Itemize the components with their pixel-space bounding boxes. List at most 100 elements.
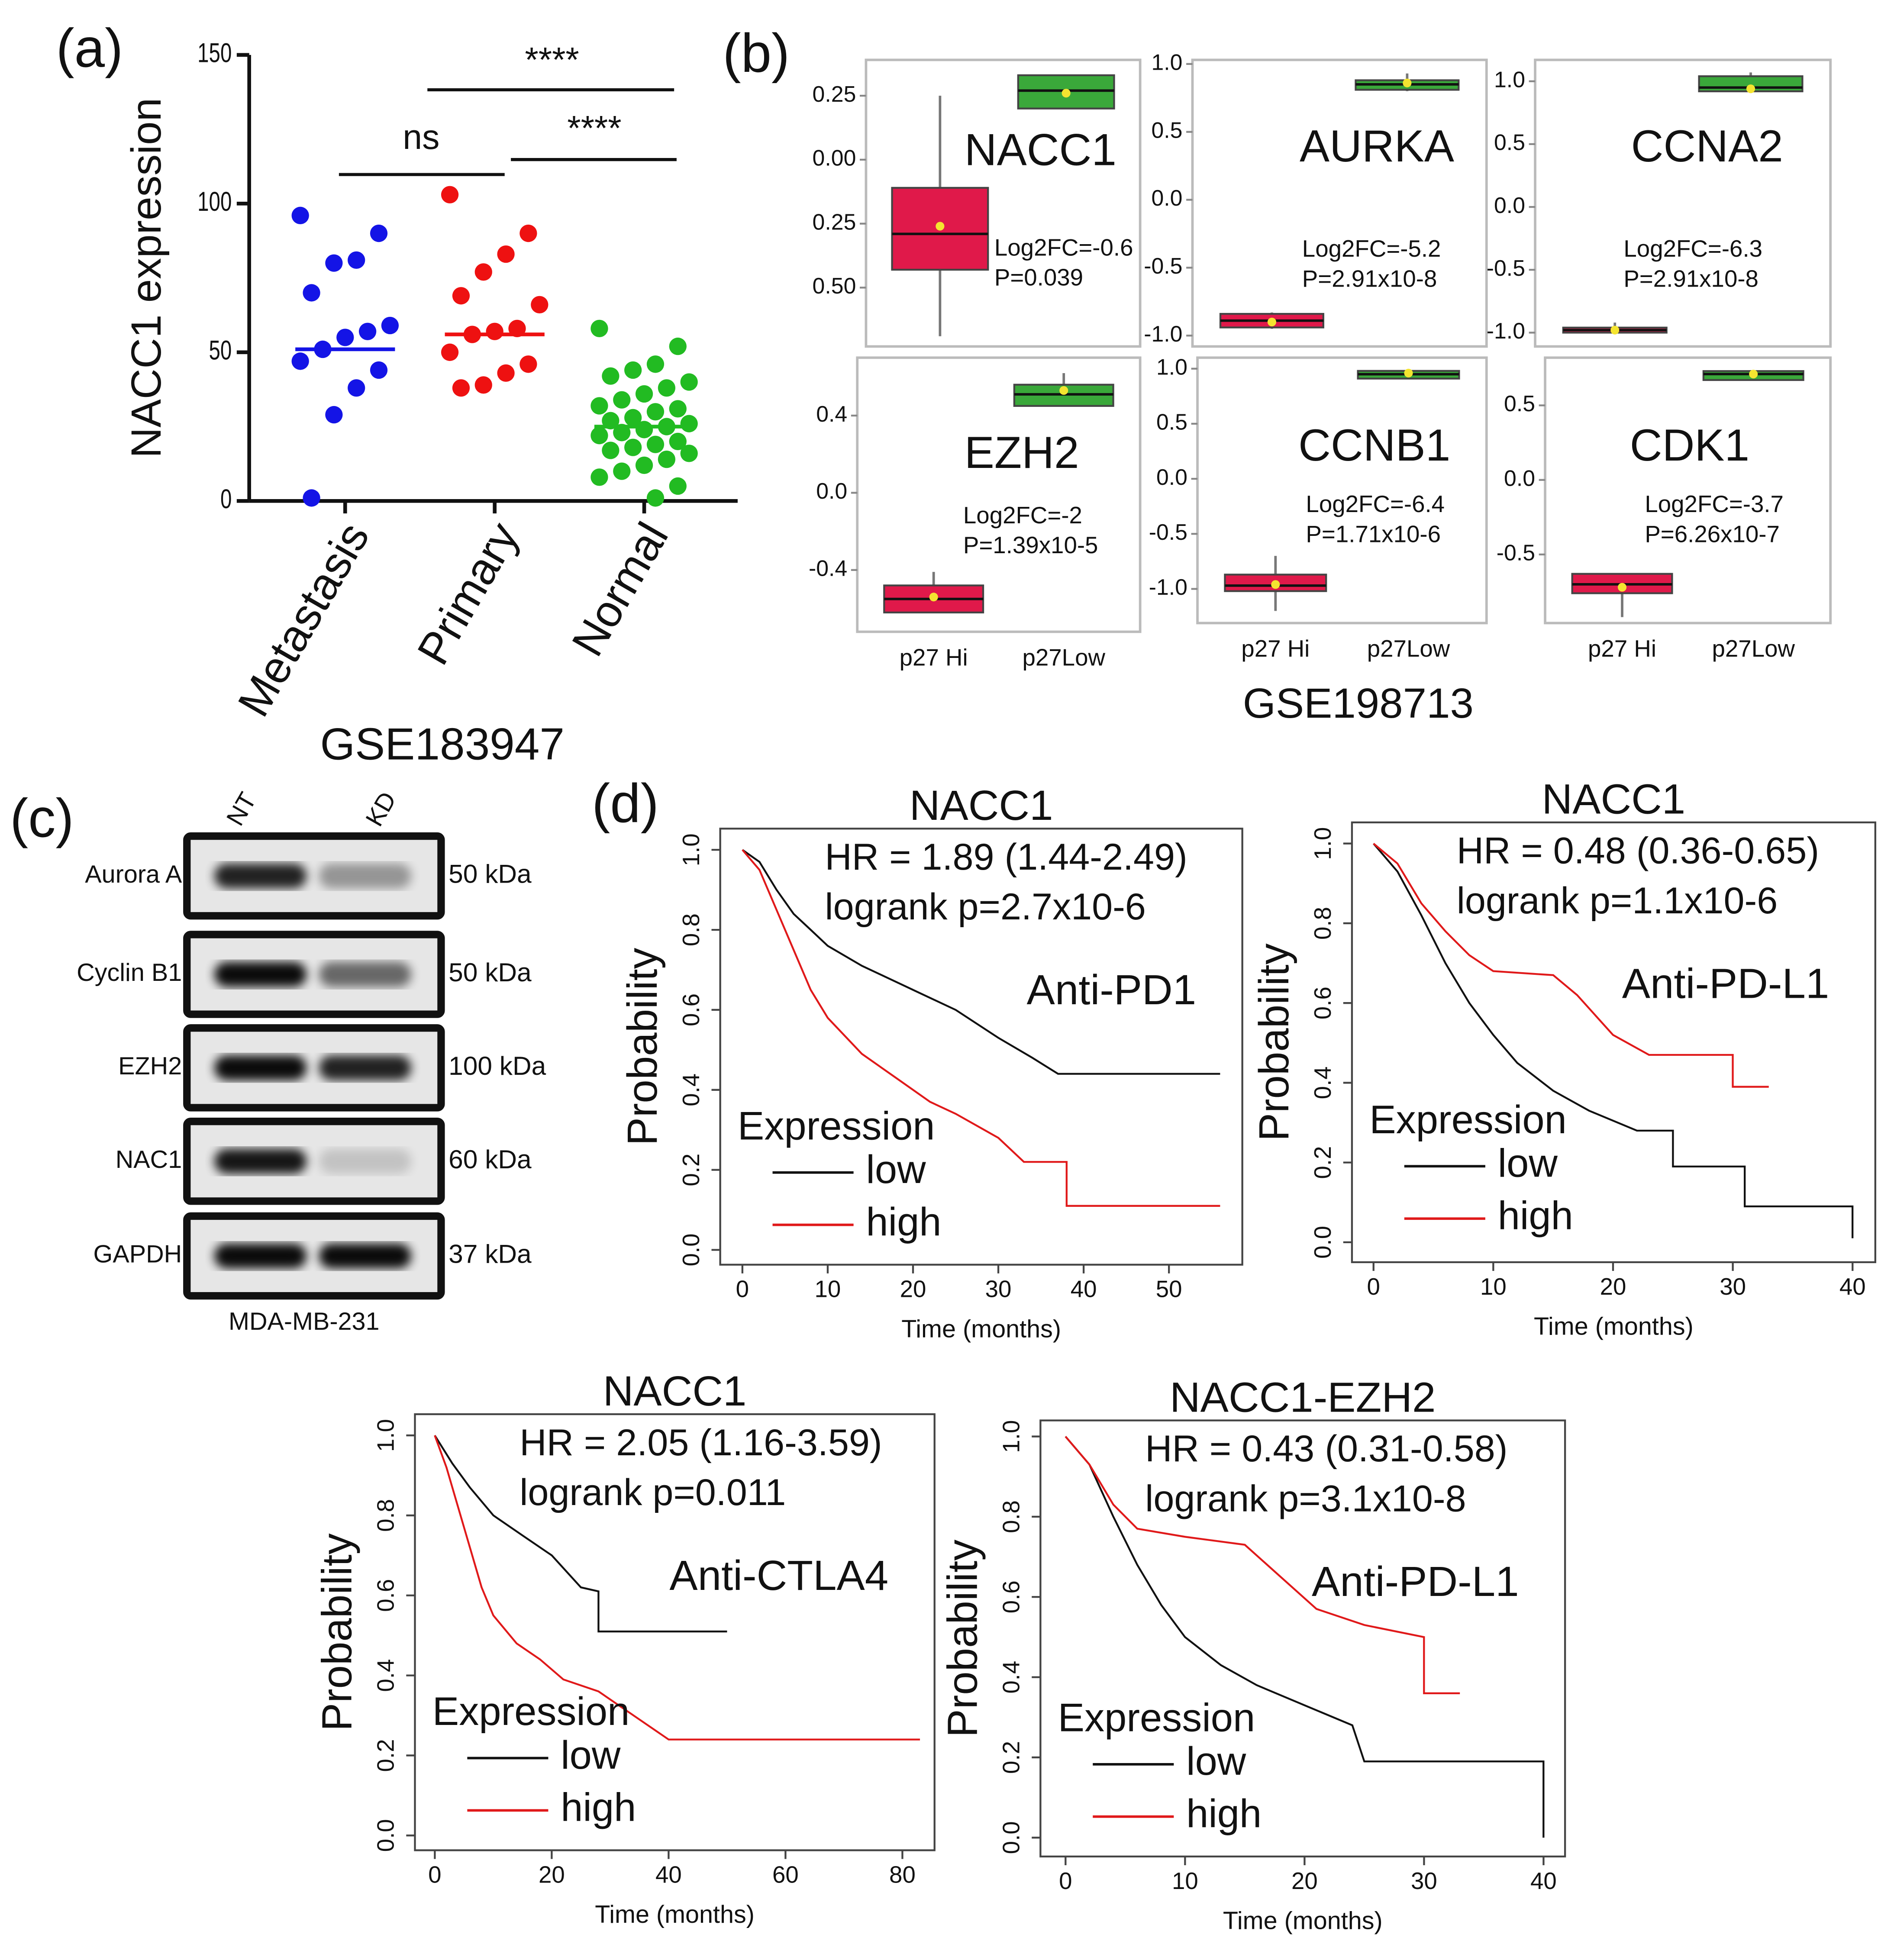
y-tick-label: 0.4 xyxy=(997,1661,1024,1694)
data-point xyxy=(646,489,665,507)
x-tick-label: 20 xyxy=(900,1276,926,1302)
y-tick-label: 0.2 xyxy=(372,1739,399,1772)
x-tick-label: 40 xyxy=(1071,1276,1097,1302)
y-tick-label: 0.6 xyxy=(997,1580,1024,1613)
logrank-annotation: logrank p=2.7x10-6 xyxy=(825,886,1146,928)
data-point xyxy=(531,296,549,314)
x-tick-label: 10 xyxy=(1480,1273,1507,1300)
data-point xyxy=(381,316,399,335)
blot-frame xyxy=(183,931,445,1018)
y-tick-label: 150 xyxy=(197,37,232,68)
data-point xyxy=(590,319,608,338)
y-tick-label: 0.0 xyxy=(1504,465,1535,490)
data-point xyxy=(497,245,515,263)
data-point xyxy=(348,379,365,397)
band xyxy=(214,863,307,889)
y-tick-label: 0.5 xyxy=(1494,130,1525,155)
band xyxy=(319,863,411,889)
data-point xyxy=(519,355,537,373)
data-point xyxy=(441,186,459,203)
mean-point xyxy=(1062,89,1071,98)
data-point xyxy=(358,322,377,340)
legend-label: high xyxy=(561,1785,636,1830)
chart-title: NACC1 xyxy=(910,781,1053,829)
y-tick-label: 0.4 xyxy=(372,1659,399,1692)
y-tick-label: -0.5 xyxy=(1487,255,1525,280)
data-point xyxy=(646,403,665,421)
band xyxy=(319,1055,411,1080)
band xyxy=(319,962,411,987)
y-axis-label: NACC1 expression xyxy=(122,98,170,458)
y-tick-label: 0.8 xyxy=(1309,907,1336,940)
y-tick-label: -0.5 xyxy=(1144,253,1182,278)
mean-point xyxy=(1610,326,1620,335)
blot-frame xyxy=(183,832,445,920)
logrank-annotation: logrank p=3.1x10-8 xyxy=(1145,1478,1466,1519)
gene-title: CCNB1 xyxy=(1298,420,1450,470)
gene-title: EZH2 xyxy=(965,427,1079,477)
y-tick-label: -0.5 xyxy=(1497,540,1535,565)
y-tick-label: -0.4 xyxy=(809,556,847,581)
stat-annotation: P=1.71x10-6 xyxy=(1306,520,1441,547)
mean-point xyxy=(1271,580,1280,589)
x-tick-label: 30 xyxy=(1720,1273,1746,1300)
legend-label: low xyxy=(561,1733,621,1777)
chart-title: NACC1 xyxy=(603,1367,747,1415)
x-tick-label: 20 xyxy=(1600,1273,1626,1300)
y-tick-label: 0 xyxy=(220,483,232,514)
x-tick-label: 20 xyxy=(1291,1867,1318,1894)
y-tick-label: 0.5 xyxy=(1156,409,1187,435)
y-axis-label: Probability xyxy=(618,948,666,1145)
size-label: 37 kDa xyxy=(448,1239,532,1269)
dataset-label: GSE198713 xyxy=(1243,679,1474,727)
panel-label: (b) xyxy=(723,22,790,84)
data-point xyxy=(452,379,470,397)
data-point xyxy=(370,224,388,242)
protein-label: Aurora A xyxy=(85,861,182,888)
hr-annotation: HR = 2.05 (1.16-3.59) xyxy=(519,1422,882,1464)
x-tick-label: p27Low xyxy=(1022,644,1105,671)
y-tick-label: 0.5 xyxy=(1504,391,1535,416)
mean-point xyxy=(1617,583,1627,592)
data-point xyxy=(624,438,642,456)
y-tick-label: 0.2 xyxy=(1309,1146,1336,1179)
legend-label: high xyxy=(1186,1791,1262,1836)
gene-title: CCNA2 xyxy=(1631,121,1783,171)
legend-title: Expression xyxy=(738,1103,935,1148)
y-tick-label: 0.0 xyxy=(678,1233,704,1266)
survival-curve xyxy=(1065,1436,1545,1838)
y-tick-label: 0.8 xyxy=(678,913,704,946)
legend-label: high xyxy=(1498,1193,1573,1238)
y-tick-label: 0.0 xyxy=(1494,193,1525,218)
y-tick-label: 0.0 xyxy=(816,478,847,503)
stat-annotation: Log2FC=-5.2 xyxy=(1302,235,1441,262)
band xyxy=(214,962,307,987)
x-tick-label: 0 xyxy=(736,1276,749,1302)
y-tick-label: 0.6 xyxy=(1309,986,1336,1019)
data-point xyxy=(291,206,309,224)
y-tick-label: 1.0 xyxy=(1494,67,1525,92)
data-point xyxy=(669,400,687,418)
data-point xyxy=(613,391,631,409)
stat-annotation: Log2FC=-6.3 xyxy=(1623,235,1762,262)
stat-annotation: Log2FC=-3.7 xyxy=(1645,490,1784,517)
data-point xyxy=(325,254,343,272)
y-tick-label: -1.0 xyxy=(1149,574,1187,600)
y-tick-label: -0.5 xyxy=(1149,519,1187,545)
significance-label: **** xyxy=(567,109,621,148)
data-point xyxy=(474,263,492,281)
survival-curve xyxy=(1373,843,1854,1238)
y-tick-label: 0.2 xyxy=(997,1741,1024,1774)
plot-frame xyxy=(1039,1419,1566,1858)
plot-frame xyxy=(1191,58,1488,348)
plot-frame xyxy=(414,1413,936,1851)
panel-label: (d) xyxy=(592,772,659,834)
x-tick-label: p27Low xyxy=(1367,635,1450,662)
data-point xyxy=(336,329,354,346)
dataset-label: GSE183947 xyxy=(320,719,565,769)
data-point xyxy=(646,435,665,453)
x-axis-label: Time (months) xyxy=(1534,1313,1694,1341)
x-tick-label: 10 xyxy=(1172,1867,1198,1894)
gene-title: NACC1 xyxy=(965,125,1116,175)
legend-title: Expression xyxy=(432,1689,630,1734)
